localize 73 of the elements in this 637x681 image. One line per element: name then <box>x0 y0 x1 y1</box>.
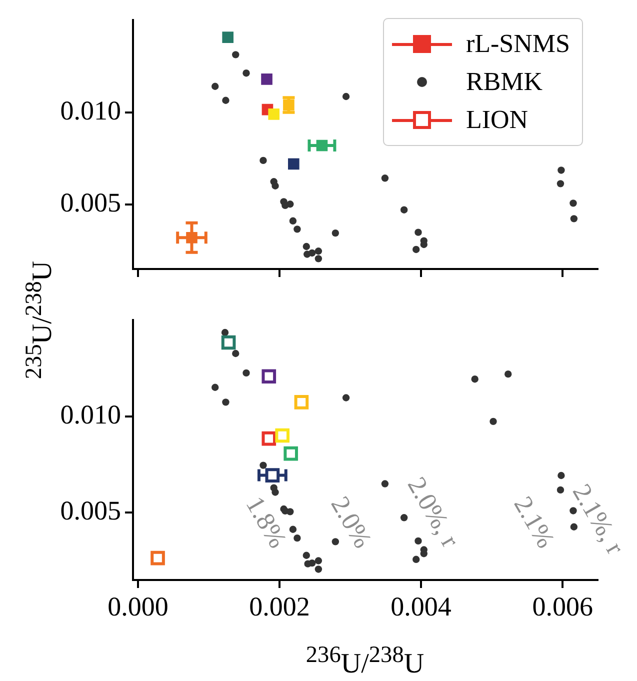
point <box>268 108 280 120</box>
point <box>286 200 294 208</box>
point <box>232 51 240 58</box>
y-tick-label: 0.010 <box>60 95 121 126</box>
x-axis-title: $^{236}$U/$^{238}$U <box>306 642 424 680</box>
x-tick-label: 0.004 <box>390 591 452 622</box>
point <box>272 182 279 190</box>
point <box>504 370 512 378</box>
point <box>262 369 276 384</box>
point <box>400 206 408 214</box>
point <box>558 472 565 480</box>
point <box>556 180 564 188</box>
y-tick-label: 0.005 <box>60 188 121 218</box>
point <box>289 217 297 224</box>
point <box>414 228 422 236</box>
point <box>222 96 230 104</box>
point <box>289 526 297 533</box>
point <box>260 156 267 164</box>
point <box>381 174 389 182</box>
point <box>221 335 236 350</box>
point <box>260 462 267 469</box>
point <box>570 215 578 222</box>
point <box>242 369 250 377</box>
point <box>308 559 316 567</box>
point <box>381 480 389 488</box>
point <box>412 246 420 254</box>
point <box>302 552 310 559</box>
point <box>314 557 322 564</box>
point <box>265 468 280 482</box>
point <box>288 158 300 170</box>
point <box>222 32 234 43</box>
point <box>414 537 422 545</box>
point <box>314 255 322 262</box>
point <box>272 488 279 496</box>
point <box>558 166 565 174</box>
point <box>242 69 250 77</box>
point <box>314 248 322 255</box>
point <box>221 328 229 336</box>
point <box>262 431 276 446</box>
point <box>556 486 564 494</box>
point <box>342 394 350 402</box>
point <box>212 384 219 391</box>
x-tick-label: 0.002 <box>249 591 310 622</box>
y-tick-label: 0.010 <box>60 400 121 430</box>
point <box>186 232 198 244</box>
point <box>284 446 298 461</box>
point <box>275 428 290 443</box>
x-tick-label: 0.006 <box>532 591 593 622</box>
point <box>412 556 420 564</box>
point <box>342 92 350 100</box>
point <box>314 566 322 573</box>
point <box>316 140 328 152</box>
point <box>302 242 310 250</box>
point <box>212 82 219 90</box>
point <box>222 398 230 406</box>
point <box>490 418 497 426</box>
point <box>294 395 309 410</box>
point <box>294 534 301 542</box>
point <box>232 350 240 358</box>
legend-label: RBMK <box>466 67 543 97</box>
point <box>471 375 478 383</box>
point <box>294 226 301 233</box>
point <box>332 229 340 237</box>
point <box>150 550 165 566</box>
point <box>570 200 577 207</box>
point <box>308 249 316 257</box>
point <box>400 514 408 522</box>
point <box>286 508 294 516</box>
x-tick-label: 0.000 <box>108 591 168 622</box>
point <box>261 74 272 85</box>
legend-label: LION <box>466 105 528 135</box>
legend-label: rL-SNMS <box>466 29 570 59</box>
y-tick-label: 0.005 <box>60 496 121 526</box>
